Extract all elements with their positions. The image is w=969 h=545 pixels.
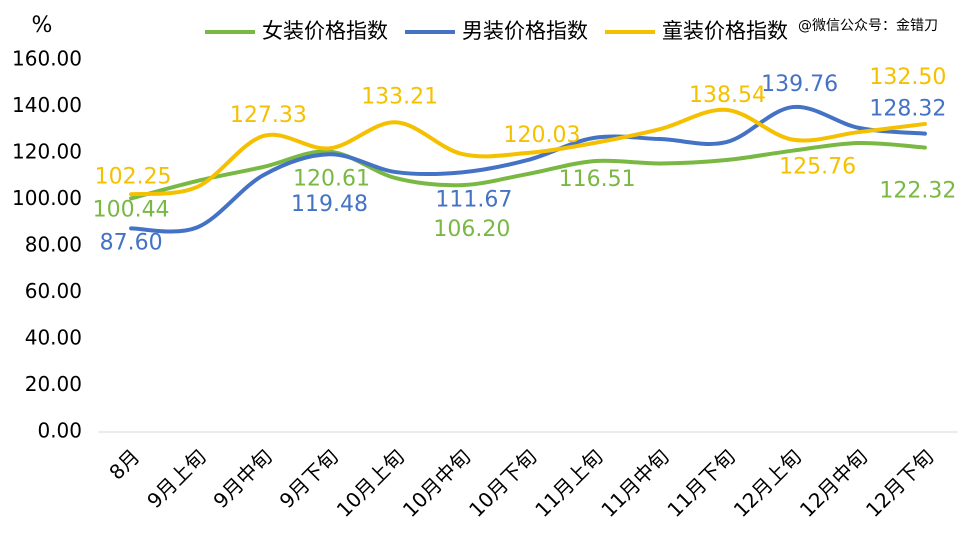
data-label: 128.32: [869, 97, 946, 122]
legend-label: 童装价格指数: [662, 19, 788, 43]
y-tick-label: 160.00: [12, 47, 82, 71]
series-line: [129, 105, 927, 234]
x-tick-label: 9月上旬: [142, 444, 210, 512]
x-tick-label: 12月中旬: [795, 444, 872, 521]
x-tick-label: 12月下旬: [861, 444, 938, 521]
legend-label: 男装价格指数: [462, 19, 588, 43]
data-label: 119.48: [291, 192, 368, 217]
legend-label: 女装价格指数: [262, 19, 388, 43]
x-tick-label: 12月上旬: [729, 444, 806, 521]
data-label: 132.50: [869, 65, 946, 90]
data-label: 100.44: [93, 197, 170, 222]
x-tick-label: 11月下旬: [662, 444, 739, 521]
series-line: [129, 141, 927, 201]
watermark: @微信公众号：金错刀: [798, 18, 938, 34]
data-label: 111.67: [435, 187, 512, 212]
y-tick-label: 20.00: [25, 372, 82, 396]
data-label: 120.03: [504, 123, 581, 148]
data-label: 106.20: [433, 217, 510, 242]
x-tick-label: 10月下旬: [464, 444, 541, 521]
y-tick-label: 140.00: [12, 93, 82, 117]
data-label: 133.21: [361, 84, 438, 109]
x-tick-label: 10月中旬: [398, 444, 475, 521]
data-label: 102.25: [95, 164, 172, 189]
data-label: 120.61: [293, 167, 370, 192]
x-tick-label: 11月中旬: [596, 444, 673, 521]
data-label: 138.54: [689, 83, 766, 108]
y-tick-label: 40.00: [25, 326, 82, 350]
y-tick-label: 120.00: [12, 140, 82, 164]
data-label: 87.60: [100, 230, 163, 255]
x-tick-label: 8月: [104, 444, 144, 484]
data-label: 116.51: [559, 167, 636, 192]
y-tick-label: 100.00: [12, 186, 82, 210]
x-tick-label: 10月上旬: [332, 444, 409, 521]
y-tick-label: 80.00: [25, 233, 82, 257]
y-tick-label: 0.00: [37, 419, 82, 443]
data-label: 122.32: [879, 179, 956, 204]
unit-label: %: [32, 13, 53, 38]
y-tick-label: 60.00: [25, 279, 82, 303]
x-tick-label: 9月中旬: [208, 444, 276, 512]
data-label: 139.76: [761, 72, 838, 97]
series-line: [129, 107, 927, 197]
data-label: 127.33: [230, 103, 307, 128]
x-tick-label: 11月上旬: [530, 444, 607, 521]
data-label: 125.76: [779, 155, 856, 180]
